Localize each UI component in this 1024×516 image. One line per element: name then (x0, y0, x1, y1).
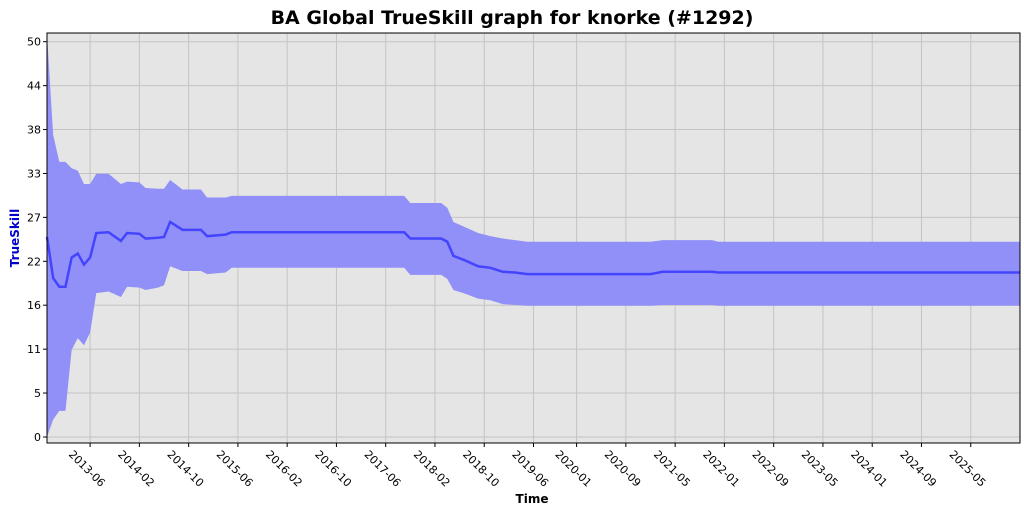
y-tick-label: 33 (27, 167, 41, 180)
y-tick-label: 44 (27, 80, 41, 93)
y-tick-label: 27 (27, 211, 41, 224)
x-tick-label: 2023-05 (799, 448, 841, 490)
x-tick-label: 2014-10 (165, 448, 207, 490)
y-axis-label: TrueSkill (8, 209, 22, 267)
x-tick-label: 2015-06 (214, 448, 256, 490)
x-tick-label: 2025-05 (947, 448, 989, 490)
y-tick-label: 50 (27, 36, 41, 49)
x-tick-label: 2017-06 (362, 448, 404, 490)
x-tick-label: 2022-01 (700, 448, 742, 490)
x-tick-label: 2022-09 (750, 448, 792, 490)
x-axis-label: Time (516, 492, 549, 506)
x-tick-label: 2018-02 (411, 448, 453, 490)
x-tick-label: 2018-10 (460, 448, 502, 490)
x-tick-label: 2016-10 (312, 448, 354, 490)
y-tick-label: 38 (27, 124, 41, 137)
y-tick-label: 5 (34, 387, 41, 400)
x-tick-label: 2020-01 (552, 448, 594, 490)
chart-title: BA Global TrueSkill graph for knorke (#1… (271, 7, 754, 29)
x-tick-label: 2024-01 (848, 448, 890, 490)
x-tick-label: 2016-02 (263, 448, 305, 490)
y-tick-label: 0 (34, 431, 41, 444)
x-tick-label: 2019-06 (509, 448, 551, 490)
uncertainty-band (47, 33, 1020, 437)
trueskill-line (45, 220, 1020, 289)
x-tick-label: 2013-06 (66, 448, 108, 490)
plot-frame (46, 32, 1021, 444)
y-tick-label: 16 (27, 299, 41, 312)
x-tick-label: 2014-02 (115, 448, 157, 490)
x-tick-label: 2020-09 (602, 448, 644, 490)
x-tick-label: 2024-09 (897, 448, 939, 490)
x-tick-label: 2021-05 (651, 448, 693, 490)
y-tick-label: 11 (27, 343, 41, 356)
y-tick-label: 22 (27, 255, 41, 268)
